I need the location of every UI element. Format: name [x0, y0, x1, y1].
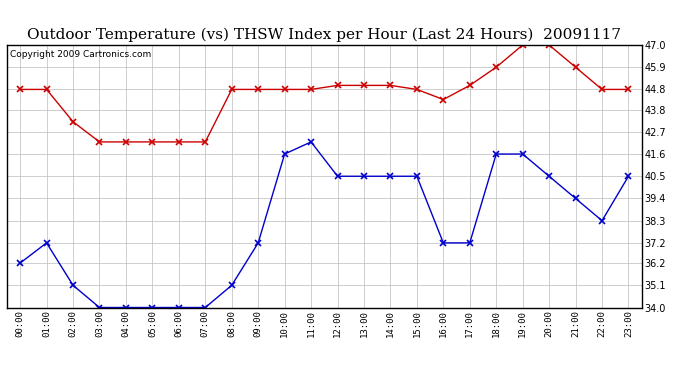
Text: Copyright 2009 Cartronics.com: Copyright 2009 Cartronics.com [10, 50, 151, 59]
Title: Outdoor Temperature (vs) THSW Index per Hour (Last 24 Hours)  20091117: Outdoor Temperature (vs) THSW Index per … [28, 28, 621, 42]
